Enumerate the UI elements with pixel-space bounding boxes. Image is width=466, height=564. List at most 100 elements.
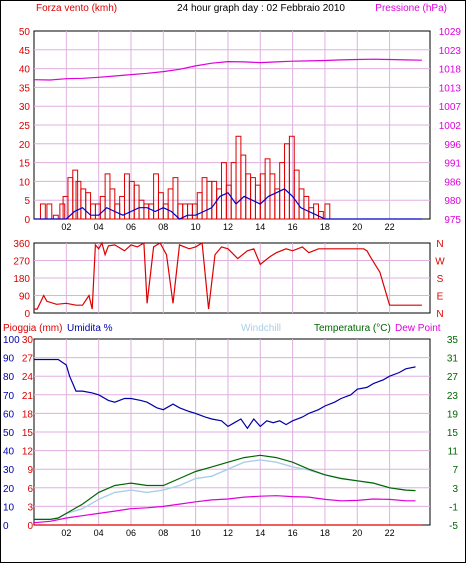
dewpoint-label: Dew Point <box>395 323 441 334</box>
temperature-ytick-23: 23 <box>447 391 459 402</box>
temperature-axis-title: Temperatura (°C) <box>314 323 391 334</box>
direction-ytick-360: 360 <box>13 239 30 250</box>
pressure-axis-title: Pressione (hPa) <box>375 3 447 14</box>
temperature-ytick-7: 7 <box>452 465 458 476</box>
direction-ytick-90: 90 <box>19 292 31 303</box>
temperature-ytick-27: 27 <box>447 372 459 383</box>
wind-ytick-25: 25 <box>19 121 31 132</box>
temperature-ytick-3: 3 <box>452 484 458 495</box>
temperature-ytick--5: -5 <box>449 521 458 532</box>
rain-ytick-18: 18 <box>22 409 34 420</box>
pressure-ytick-986: 986 <box>444 177 461 188</box>
pressure-ytick-980: 980 <box>444 196 461 207</box>
temperature-ytick-11: 11 <box>448 447 459 458</box>
direction-ytick-180: 180 <box>13 274 30 285</box>
wind-ytick-15: 15 <box>19 159 31 170</box>
temperature-xtick-06: 06 <box>126 528 136 538</box>
temperature-xtick-02: 02 <box>61 528 71 538</box>
rain-ytick-21: 21 <box>22 391 34 402</box>
temperature-ytick-19: 19 <box>447 409 459 420</box>
direction-ytick-0: 0 <box>24 309 30 320</box>
rain-ytick-24: 24 <box>22 372 34 383</box>
wind-ytick-5: 5 <box>24 196 30 207</box>
windchill-label: Windchill <box>241 323 281 334</box>
humidity-ytick-10: 10 <box>3 502 15 513</box>
pressure-ytick-996: 996 <box>444 140 461 151</box>
temperature-xtick-16: 16 <box>288 528 298 538</box>
humidity-ytick-20: 20 <box>3 484 15 495</box>
temperature-line <box>34 454 416 521</box>
temperature-ytick-31: 31 <box>447 354 459 365</box>
humidity-ytick-0: 0 <box>3 521 9 532</box>
wind-direction-line <box>34 241 422 310</box>
wind-xtick-14: 14 <box>255 222 265 232</box>
wind-xtick-16: 16 <box>288 222 298 232</box>
pressure-ytick-1002: 1002 <box>439 121 462 132</box>
chart-title: 24 hour graph day : 02 Febbraio 2010 <box>177 3 345 14</box>
humidity-axis-title: Umidita % <box>67 323 113 334</box>
wind-gust-bar <box>172 177 179 220</box>
pressure-ytick-1007: 1007 <box>439 102 462 113</box>
wind-axis-title: Forza vento (kmh) <box>36 3 117 14</box>
direction-compass-3: W <box>435 257 445 268</box>
temperature-ytick--1: -1 <box>449 502 458 513</box>
temperature-ytick-35: 35 <box>447 335 459 346</box>
temperature-xtick-20: 20 <box>352 528 362 538</box>
pressure-ytick-1013: 1013 <box>439 83 462 94</box>
pressure-ytick-991: 991 <box>444 159 461 170</box>
humidity-ytick-90: 90 <box>3 354 15 365</box>
pressure-line <box>33 58 422 81</box>
wind-ytick-0: 0 <box>24 215 30 226</box>
wind-xtick-02: 02 <box>61 222 71 232</box>
wind-ytick-35: 35 <box>19 83 31 94</box>
humidity-ytick-40: 40 <box>3 447 15 458</box>
wind-ytick-45: 45 <box>19 46 31 57</box>
dewpoint-line <box>33 495 416 524</box>
direction-compass-4: N <box>436 239 443 250</box>
pressure-ytick-1023: 1023 <box>439 46 462 57</box>
wind-ytick-20: 20 <box>19 140 31 151</box>
temperature-xtick-08: 08 <box>158 528 168 538</box>
temperature-xtick-14: 14 <box>255 528 265 538</box>
direction-ytick-270: 270 <box>13 257 30 268</box>
humidity-ytick-30: 30 <box>3 465 15 476</box>
wind-xtick-12: 12 <box>223 222 233 232</box>
humidity-line <box>34 358 416 430</box>
temperature-xtick-10: 10 <box>191 528 201 538</box>
rain-ytick-15: 15 <box>22 428 34 439</box>
wind-xtick-20: 20 <box>352 222 362 232</box>
temperature-ytick-15: 15 <box>447 428 459 439</box>
pressure-ytick-975: 975 <box>444 215 461 226</box>
direction-compass-1: E <box>437 292 444 303</box>
temperature-xtick-22: 22 <box>385 528 395 538</box>
temperature-xtick-18: 18 <box>320 528 330 538</box>
wind-xtick-06: 06 <box>126 222 136 232</box>
temperature-xtick-04: 04 <box>94 528 104 538</box>
rain-ytick-6: 6 <box>27 484 33 495</box>
wind-xtick-08: 08 <box>158 222 168 232</box>
temperature-xtick-12: 12 <box>223 528 233 538</box>
wind-ytick-50: 50 <box>19 27 31 38</box>
wind-xtick-04: 04 <box>94 222 104 232</box>
wind-ytick-10: 10 <box>19 177 31 188</box>
rain-ytick-27: 27 <box>22 354 34 365</box>
wind-gust-bar <box>72 169 79 220</box>
pressure-ytick-1029: 1029 <box>439 27 462 38</box>
rain-ytick-30: 30 <box>22 335 34 346</box>
wind-xtick-22: 22 <box>385 222 395 232</box>
wind-xtick-10: 10 <box>191 222 201 232</box>
humidity-ytick-50: 50 <box>3 428 15 439</box>
wind-average-line <box>34 188 422 220</box>
rain-ytick-9: 9 <box>27 465 33 476</box>
wind-ytick-40: 40 <box>19 65 31 76</box>
direction-compass-0: N <box>436 309 443 320</box>
rain-ytick-0: 0 <box>27 521 33 532</box>
wind-gust-bar <box>317 210 324 220</box>
rain-ytick-12: 12 <box>22 447 34 458</box>
humidity-ytick-80: 80 <box>3 372 15 383</box>
rain-axis-title: Pioggia (mm) <box>3 323 62 334</box>
humidity-ytick-100: 100 <box>3 335 20 346</box>
wind-xtick-18: 18 <box>320 222 330 232</box>
